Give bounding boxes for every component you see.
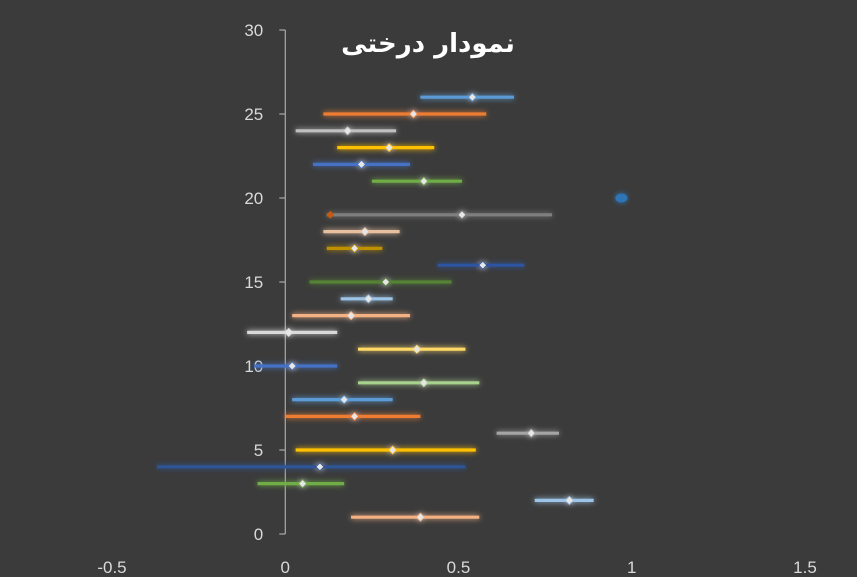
data-point	[363, 294, 373, 304]
tick-labels: 0 5 10 15 20 25 30 -0.5 0 0.5 1 1.5	[97, 21, 816, 577]
data-point	[287, 361, 297, 371]
data-point	[564, 495, 574, 505]
data-point	[284, 327, 294, 337]
data-point	[315, 462, 325, 472]
y-tick-label: 0	[254, 525, 263, 544]
y-tick-label: 30	[244, 21, 263, 40]
series-row	[295, 445, 476, 455]
series-row	[247, 327, 338, 337]
data-point	[360, 227, 370, 237]
series-row	[437, 260, 525, 270]
series-row	[254, 361, 338, 371]
series-row	[615, 193, 628, 203]
series-row	[371, 176, 462, 186]
data-point	[615, 193, 628, 203]
series-row	[157, 462, 466, 472]
extra-point	[326, 210, 335, 219]
series-row	[358, 344, 466, 354]
series-row	[292, 311, 410, 321]
series-row	[326, 243, 383, 253]
series-row	[285, 411, 421, 421]
series-row	[326, 210, 553, 220]
data-point	[478, 260, 488, 270]
series-row	[358, 378, 480, 388]
data-point	[419, 176, 429, 186]
data-point	[467, 92, 477, 102]
data-point	[349, 243, 360, 253]
series-row	[534, 495, 594, 505]
data-point	[339, 395, 349, 405]
series-row	[351, 512, 480, 522]
y-tick-label: 10	[244, 357, 263, 376]
data-point	[356, 159, 367, 169]
data-point	[415, 512, 425, 522]
data-series	[157, 92, 628, 522]
series-row	[323, 227, 400, 237]
data-point	[388, 445, 398, 455]
series-row	[323, 109, 487, 119]
series-row	[340, 294, 393, 304]
series-row	[257, 479, 345, 489]
data-point	[343, 126, 353, 136]
x-tick-label: -0.5	[97, 558, 126, 577]
x-tick-label: 1	[627, 558, 636, 577]
data-point	[419, 378, 429, 388]
series-row	[420, 92, 514, 102]
data-point	[298, 479, 308, 489]
series-row	[295, 126, 397, 136]
y-tick-label: 20	[244, 189, 263, 208]
series-row	[337, 143, 435, 153]
axes	[279, 29, 286, 535]
data-point	[457, 210, 467, 220]
series-row	[309, 277, 452, 287]
y-tick-label: 5	[254, 441, 263, 460]
chart-title: نمودار درختی	[341, 29, 515, 59]
data-point	[526, 428, 536, 438]
data-point	[384, 143, 394, 153]
data-point	[412, 344, 422, 354]
y-tick-label: 25	[244, 105, 263, 124]
x-tick-label: 1.5	[793, 558, 817, 577]
series-row	[312, 159, 410, 169]
series-row	[496, 428, 559, 438]
x-tick-label: 0	[281, 558, 290, 577]
data-point	[408, 109, 419, 119]
data-point	[349, 411, 360, 421]
x-tick-label: 0.5	[447, 558, 471, 577]
series-row	[292, 395, 393, 405]
data-point	[381, 277, 391, 287]
data-point	[346, 311, 356, 321]
y-tick-label: 15	[244, 273, 263, 292]
